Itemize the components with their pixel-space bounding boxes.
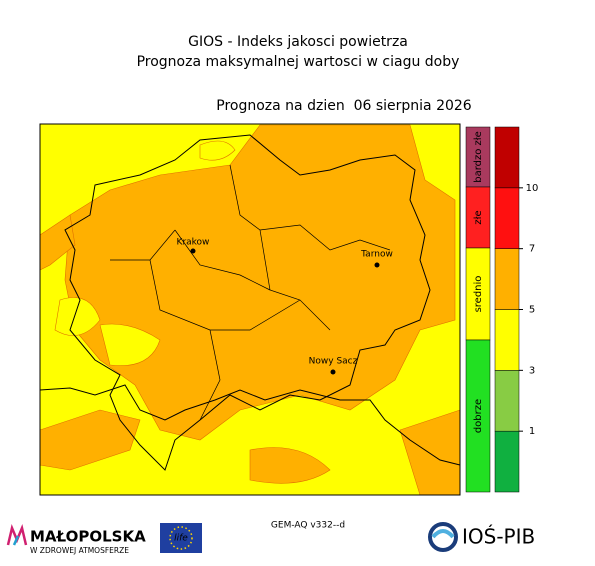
category-label: srednio	[473, 276, 484, 313]
colorbar-segment	[494, 430, 520, 493]
colorbar-tick-label: 1	[529, 426, 535, 437]
colorbar-tick-label: 10	[526, 183, 539, 194]
city-label: Tarnow	[360, 250, 393, 260]
colorbar-segment	[494, 126, 520, 189]
colorbar-segment	[494, 370, 520, 432]
city-dot	[190, 248, 196, 254]
category-label: dobrze	[473, 399, 484, 433]
category-band	[465, 126, 491, 188]
eu-logo-text: life	[174, 534, 188, 544]
category-band	[465, 247, 491, 341]
category-band	[465, 339, 491, 493]
model-label: GEM-AQ v332--d	[271, 521, 345, 531]
malopolska-logo: MAŁOPOLSKA W ZDROWEJ ATMOSFERZE life	[6, 523, 202, 555]
colorbar-segment	[494, 187, 520, 249]
colorbar-tick-label: 3	[529, 365, 535, 376]
malopolska-tagline: W ZDROWEJ ATMOSFERZE	[30, 546, 129, 555]
malopolska-text: MAŁOPOLSKA	[30, 528, 146, 546]
city-label: Krakow	[177, 238, 210, 248]
map	[39, 123, 461, 496]
subtitle: Prognoza maksymalnej wartosci w ciagu do…	[137, 54, 460, 70]
category-band	[465, 186, 491, 249]
colorbar-segment	[494, 309, 520, 371]
title: GIOS - Indeks jakosci powietrza	[188, 34, 408, 50]
city-dot	[330, 369, 336, 375]
colorbar-segment	[494, 248, 520, 310]
colorbar-tick-label: 7	[529, 244, 535, 255]
city-label: Nowy Sacz	[309, 357, 358, 367]
ios-text: IOŚ-PIB	[462, 525, 535, 549]
city-dot	[374, 262, 380, 268]
category-label: złe	[473, 210, 484, 224]
category-label: bardzo złe	[473, 131, 484, 183]
date-line: Prognoza na dzien 06 sierpnia 2026	[216, 98, 472, 114]
ios-logo: IOŚ-PIB	[428, 522, 535, 552]
colorbar-tick-label: 5	[529, 305, 535, 316]
